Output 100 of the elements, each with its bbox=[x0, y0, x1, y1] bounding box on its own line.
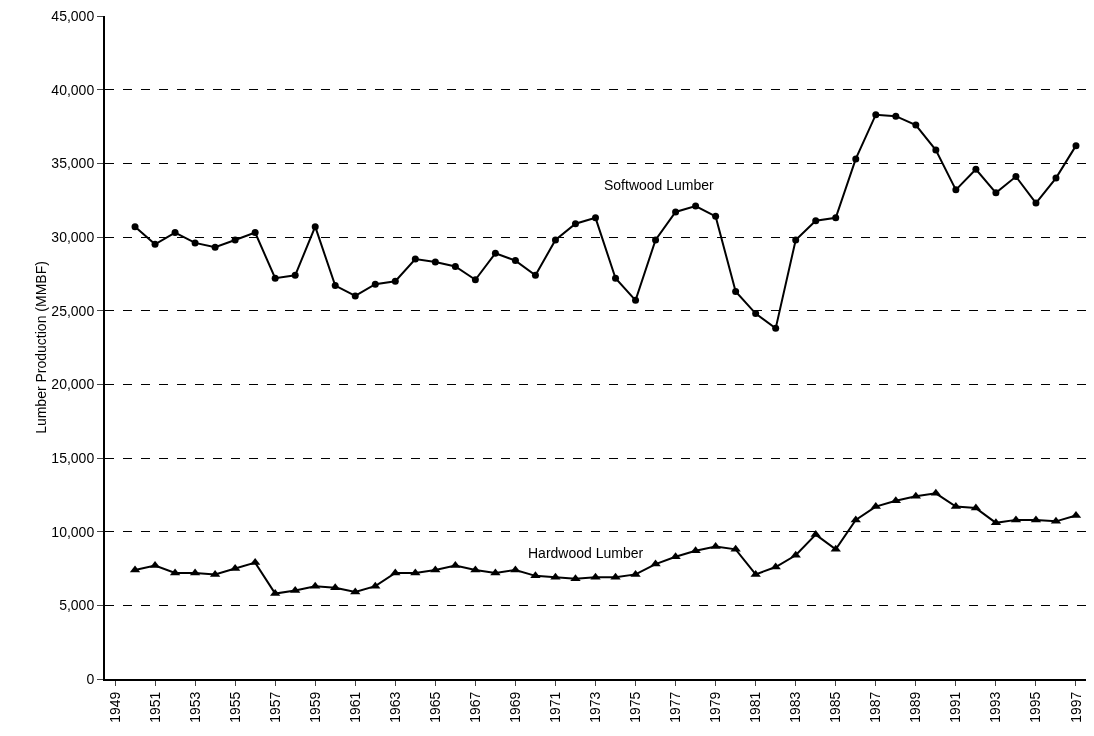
x-tick-label: 1975 bbox=[627, 691, 644, 723]
point bbox=[952, 186, 960, 194]
point bbox=[531, 271, 539, 279]
point bbox=[750, 569, 761, 577]
point bbox=[391, 277, 399, 285]
point bbox=[390, 568, 401, 576]
point bbox=[652, 236, 660, 244]
point bbox=[271, 274, 279, 282]
point bbox=[331, 282, 339, 290]
y-tick-label: 45,000 bbox=[51, 7, 95, 24]
x-tick-label: 1957 bbox=[266, 691, 283, 723]
x-tick-label: 1991 bbox=[947, 691, 964, 723]
point bbox=[211, 243, 219, 251]
point bbox=[351, 292, 359, 300]
point bbox=[812, 217, 820, 225]
point bbox=[792, 236, 800, 244]
point bbox=[471, 276, 479, 284]
point bbox=[431, 258, 439, 266]
x-tick-label: 1971 bbox=[547, 691, 564, 723]
x-tick-label: 1949 bbox=[106, 691, 123, 723]
x-tick-label: 1973 bbox=[587, 691, 604, 723]
point bbox=[992, 189, 1000, 197]
x-tick-label: 1983 bbox=[787, 691, 804, 723]
point bbox=[571, 220, 579, 228]
point bbox=[770, 562, 781, 570]
y-tick-label: 15,000 bbox=[51, 449, 95, 466]
y-tick-label: 40,000 bbox=[51, 81, 95, 98]
point bbox=[1012, 173, 1020, 181]
x-tick-label: 1965 bbox=[426, 691, 443, 723]
point bbox=[291, 271, 299, 279]
point bbox=[592, 214, 599, 222]
y-tick-label: 5,000 bbox=[59, 597, 95, 614]
point bbox=[510, 565, 521, 573]
point bbox=[610, 572, 621, 580]
point bbox=[311, 223, 319, 231]
point bbox=[772, 324, 780, 332]
series-label: Softwood Lumber bbox=[604, 177, 715, 193]
point bbox=[892, 112, 900, 120]
point bbox=[231, 236, 239, 244]
point bbox=[672, 208, 680, 216]
point bbox=[932, 146, 940, 154]
x-tick-label: 1963 bbox=[386, 691, 403, 723]
x-tick-label: 1955 bbox=[226, 691, 243, 723]
point bbox=[612, 274, 620, 282]
x-tick-label: 1993 bbox=[987, 691, 1004, 723]
point bbox=[972, 165, 980, 173]
point bbox=[630, 569, 641, 577]
point bbox=[191, 239, 199, 247]
point bbox=[872, 111, 880, 119]
x-tick-label: 1997 bbox=[1067, 691, 1084, 723]
y-axis-title: Lumber Production (MMBF) bbox=[33, 261, 50, 434]
point bbox=[350, 587, 361, 595]
x-tick-label: 1989 bbox=[907, 691, 924, 723]
y-tick-label: 25,000 bbox=[51, 302, 95, 319]
x-tick-label: 1987 bbox=[867, 691, 884, 723]
point bbox=[830, 544, 841, 552]
point bbox=[171, 229, 179, 237]
point bbox=[371, 280, 379, 288]
x-tick-label: 1951 bbox=[146, 691, 163, 723]
point bbox=[490, 568, 501, 576]
x-tick-label: 1995 bbox=[1027, 691, 1044, 723]
x-tick-label: 1979 bbox=[707, 691, 724, 723]
point bbox=[912, 121, 920, 129]
point bbox=[430, 565, 441, 573]
point bbox=[730, 544, 741, 552]
y-tick-label: 30,000 bbox=[51, 228, 95, 245]
point bbox=[151, 240, 159, 248]
x-tick-label: 1981 bbox=[747, 691, 764, 723]
point bbox=[632, 296, 640, 304]
y-tick-label: 0 bbox=[86, 670, 95, 687]
y-tick-label: 10,000 bbox=[51, 523, 95, 540]
y-tick-label: 35,000 bbox=[51, 155, 95, 172]
point bbox=[850, 515, 861, 523]
point bbox=[411, 255, 419, 263]
x-tick-label: 1959 bbox=[306, 691, 323, 723]
point bbox=[752, 310, 760, 318]
point bbox=[590, 572, 601, 580]
point bbox=[732, 288, 740, 296]
point bbox=[470, 565, 481, 573]
point bbox=[551, 236, 559, 244]
point bbox=[852, 155, 860, 163]
point bbox=[410, 568, 421, 576]
point bbox=[692, 202, 700, 210]
x-tick-label: 1953 bbox=[186, 691, 203, 723]
point bbox=[1032, 199, 1040, 207]
x-tick-label: 1969 bbox=[506, 691, 523, 723]
x-tick-label: 1967 bbox=[466, 691, 483, 723]
point bbox=[710, 541, 721, 549]
point bbox=[1052, 174, 1060, 182]
point bbox=[570, 574, 581, 582]
point bbox=[251, 229, 259, 237]
point bbox=[712, 212, 720, 220]
point bbox=[451, 262, 459, 270]
point bbox=[1072, 142, 1080, 150]
point bbox=[530, 571, 541, 579]
point bbox=[511, 257, 519, 265]
x-tick-label: 1961 bbox=[346, 691, 363, 723]
point bbox=[832, 214, 840, 222]
series-label: Hardwood Lumber bbox=[528, 545, 644, 561]
x-tick-label: 1977 bbox=[667, 691, 684, 723]
